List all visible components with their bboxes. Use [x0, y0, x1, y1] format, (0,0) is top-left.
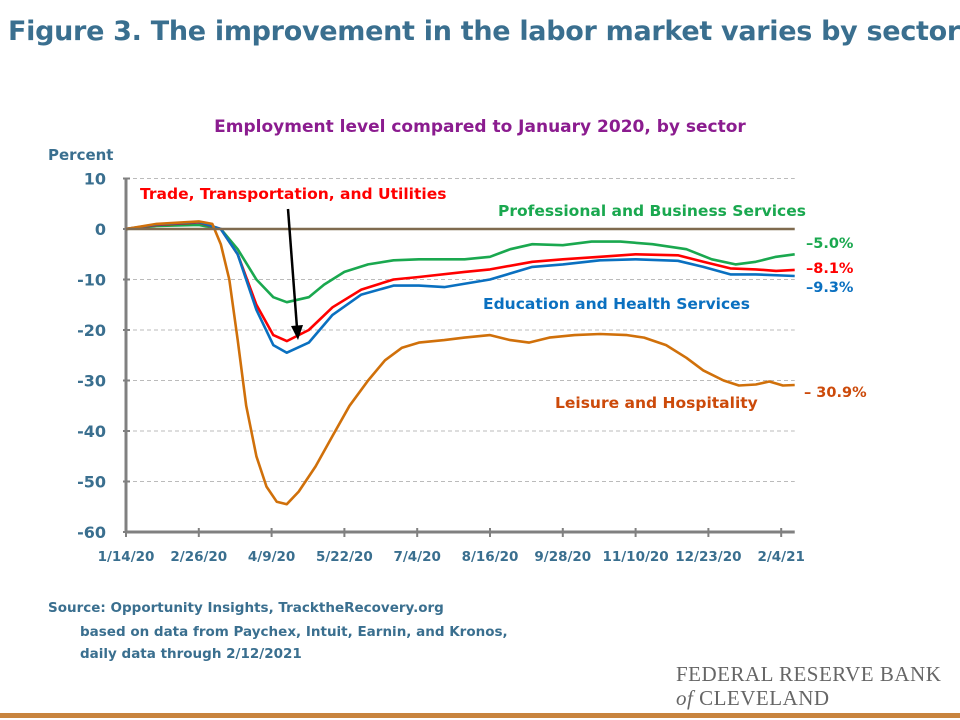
- logo-cleveland: CLEVELAND: [699, 686, 830, 710]
- series-end-label: –9.3%: [806, 280, 854, 296]
- annotation-arrowhead: [291, 325, 303, 340]
- logo-line-1: FEDERAL RESERVE BANK: [676, 662, 942, 686]
- source-line-3: daily data through 2/12/2021: [80, 646, 302, 662]
- series-line-2: [125, 220, 795, 355]
- source-line-1: Source: Opportunity Insights, TracktheRe…: [48, 600, 444, 616]
- x-tick-label: 2/26/20: [170, 549, 227, 565]
- y-axis-label: Percent: [48, 146, 114, 164]
- x-tick-label: 12/23/20: [675, 549, 741, 565]
- source-line-2: based on data from Paychex, Intuit, Earn…: [80, 624, 508, 640]
- y-tick-label: -40: [77, 422, 106, 441]
- series-label: Education and Health Services: [483, 295, 750, 313]
- y-tick-label: -10: [77, 271, 106, 290]
- y-tick-label: -30: [77, 372, 106, 391]
- annotation-arrow: [286, 208, 299, 329]
- logo-of: of: [676, 686, 694, 710]
- chart-title: Employment level compared to January 202…: [214, 117, 746, 137]
- x-tick-label: 9/28/20: [534, 549, 591, 565]
- series-line-0: [125, 223, 795, 304]
- y-tick-label: 10: [84, 170, 106, 189]
- accent-bar: [0, 713, 960, 718]
- y-tick-label: -50: [77, 473, 106, 492]
- series-label: Leisure and Hospitality: [555, 394, 758, 412]
- series-label: Professional and Business Services: [498, 202, 806, 220]
- y-tick-label: -20: [77, 321, 106, 340]
- x-tick-label: 11/10/20: [602, 549, 668, 565]
- figure-title: Figure 3. The improvement in the labor m…: [8, 16, 960, 47]
- y-tick-label: 0: [95, 220, 106, 239]
- x-tick-label: 7/4/20: [393, 549, 440, 565]
- x-tick-label: 1/14/20: [98, 549, 155, 565]
- x-tick-label: 5/22/20: [316, 549, 373, 565]
- series-line-1: [125, 221, 795, 343]
- series-label: Trade, Transportation, and Utilities: [140, 185, 446, 203]
- logo-line-2: of CLEVELAND: [676, 686, 830, 711]
- series-line-3: [125, 220, 795, 506]
- x-tick-label: 2/4/21: [757, 549, 804, 565]
- series-end-label: –5.0%: [806, 236, 854, 252]
- series-end-label: –8.1%: [806, 261, 854, 277]
- x-tick-label: 4/9/20: [248, 549, 295, 565]
- series-end-label: – 30.9%: [804, 385, 867, 401]
- y-tick-label: -60: [77, 523, 106, 542]
- x-tick-label: 8/16/20: [462, 549, 519, 565]
